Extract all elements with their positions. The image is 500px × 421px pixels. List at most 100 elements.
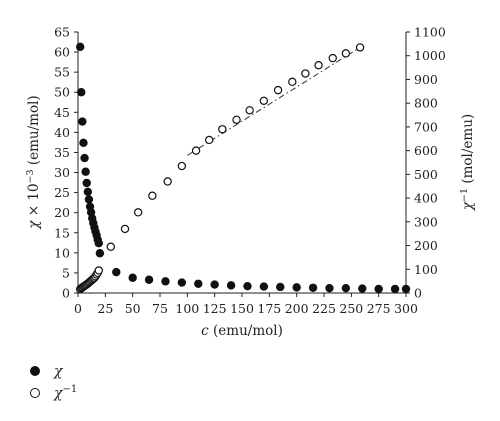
y-left-tick-label: 5 [62,265,70,280]
data-point-chi-inverse [191,146,201,155]
data-point-chi [276,282,285,292]
data-point-chi [81,167,90,176]
x-tick-label: 125 [203,301,227,316]
data-point-chi [75,42,85,52]
x-tick-label: 300 [394,301,418,316]
data-point-chi [401,284,411,294]
y-right-axis-ticks: 0 100 200 300 400 500 600 700 800 900 1000 1100 [406,25,446,301]
x-tick-label: 75 [152,301,168,316]
x-tick-label: 100 [175,301,199,316]
data-point-chi [210,280,219,289]
data-point-chi-inverse [218,125,227,134]
data-point-chi-inverse [106,242,116,251]
data-point-chi [308,283,318,292]
data-point-chi [83,187,93,197]
y-right-tick-label: 1100 [414,25,446,40]
data-point-chi [95,249,105,258]
filled-circle-icon [30,366,40,376]
data-point-chi-inverse [328,53,337,63]
y-right-tick-label: 800 [414,96,438,111]
series-chi [75,42,411,294]
data-point-chi [358,284,367,293]
data-point-chi [144,275,154,284]
y-right-tick-label: 900 [414,72,438,87]
y-left-tick-label: 65 [54,25,70,40]
data-point-chi [112,267,121,277]
data-point-chi-inverse [148,191,157,200]
y-right-tick-label: 600 [414,143,438,158]
legend-label-chi-inverse: χ−1 [54,384,78,402]
data-point-chi [78,117,87,126]
data-point-chi [374,284,383,294]
y-left-tick-label: 35 [54,145,70,160]
x-tick-label: 275 [367,301,391,316]
y-left-tick-label: 15 [54,225,70,240]
data-point-chi-inverse [288,77,297,87]
data-point-chi [161,277,170,286]
x-tick-label: 25 [97,301,113,316]
data-point-chi [128,273,137,282]
y-left-tick-label: 25 [54,185,70,200]
legend-item-chi-inverse: χ−1 [30,382,77,404]
y-right-tick-label: 700 [414,119,438,134]
legend-label-chi: χ [54,363,63,380]
data-point-chi [390,284,400,294]
data-point-chi [292,283,301,292]
data-point-chi-inverse [133,208,143,217]
y-left-tick-label: 10 [54,245,70,260]
y-right-tick-label: 100 [414,262,438,277]
plot-frame [77,32,407,294]
data-point-chi [94,239,103,248]
y-right-tick-label: 500 [414,167,438,182]
x-axis-label: c (emu/mol) [201,323,283,339]
data-point-chi-inverse [259,96,269,106]
data-point-chi [325,283,334,293]
y-left-tick-label: 50 [54,85,70,100]
x-axis-ticks: 0 25 50 75 100 125 150 175 200 225 250 275 300 [74,293,418,316]
legend: χ χ−1 [30,360,77,404]
data-point-chi-inverse [163,177,172,186]
legend-item-chi: χ [30,360,77,382]
data-point-chi [226,281,236,290]
data-point-chi [259,282,269,291]
data-point-chi-inverse [177,161,187,171]
data-point-chi-inverse [273,85,283,95]
y-left-tick-label: 60 [54,45,70,60]
data-point-chi [80,153,89,163]
data-point-chi-inverse [301,69,310,78]
y-right-axis-label: χ−1 (mol/emu) [459,114,477,211]
x-tick-label: 0 [74,301,82,316]
data-point-chi-inverse [341,49,351,58]
data-point-chi-inverse [232,115,241,124]
y-left-tick-label: 45 [54,105,70,120]
y-left-tick-label: 30 [54,165,70,180]
data-point-chi-inverse [314,61,323,70]
data-point-chi-inverse [94,266,103,275]
data-point-chi-inverse [355,43,365,52]
y-left-axis-label: χ × 10−3 (emu/mol) [25,95,43,229]
y-right-tick-label: 1000 [414,48,446,63]
data-point-chi [341,283,351,293]
x-tick-label: 225 [312,301,336,316]
y-right-tick-label: 400 [414,191,438,206]
y-left-tick-label: 55 [54,65,70,80]
data-point-chi [84,195,94,204]
x-tick-label: 250 [339,301,363,316]
y-right-tick-label: 200 [414,238,438,253]
y-left-tick-label: 0 [62,286,70,301]
y-left-tick-label: 20 [54,205,70,220]
data-point-chi-inverse [245,106,254,115]
open-circle-icon [30,388,40,398]
y-left-tick-label: 40 [54,125,70,140]
data-point-chi [194,279,203,288]
x-tick-label: 200 [285,301,309,316]
x-tick-label: 50 [125,301,141,316]
y-left-axis-ticks: 0 5 10 15 20 25 30 35 40 45 50 55 60 65 [54,25,78,301]
data-point-chi [243,281,252,291]
x-tick-label: 150 [230,301,254,316]
data-point-chi [82,178,91,188]
data-point-chi [79,138,88,148]
y-right-tick-label: 0 [414,286,422,301]
series-chi-inverse [75,43,365,294]
